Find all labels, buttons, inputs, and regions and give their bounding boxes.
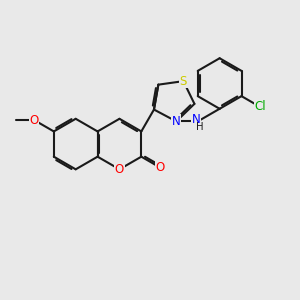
Text: S: S	[180, 75, 187, 88]
Text: O: O	[115, 163, 124, 176]
Text: Cl: Cl	[254, 100, 266, 113]
Text: H: H	[196, 122, 204, 132]
Text: N: N	[172, 115, 181, 128]
Text: O: O	[29, 114, 39, 127]
Text: N: N	[192, 113, 201, 126]
Text: O: O	[155, 161, 165, 174]
